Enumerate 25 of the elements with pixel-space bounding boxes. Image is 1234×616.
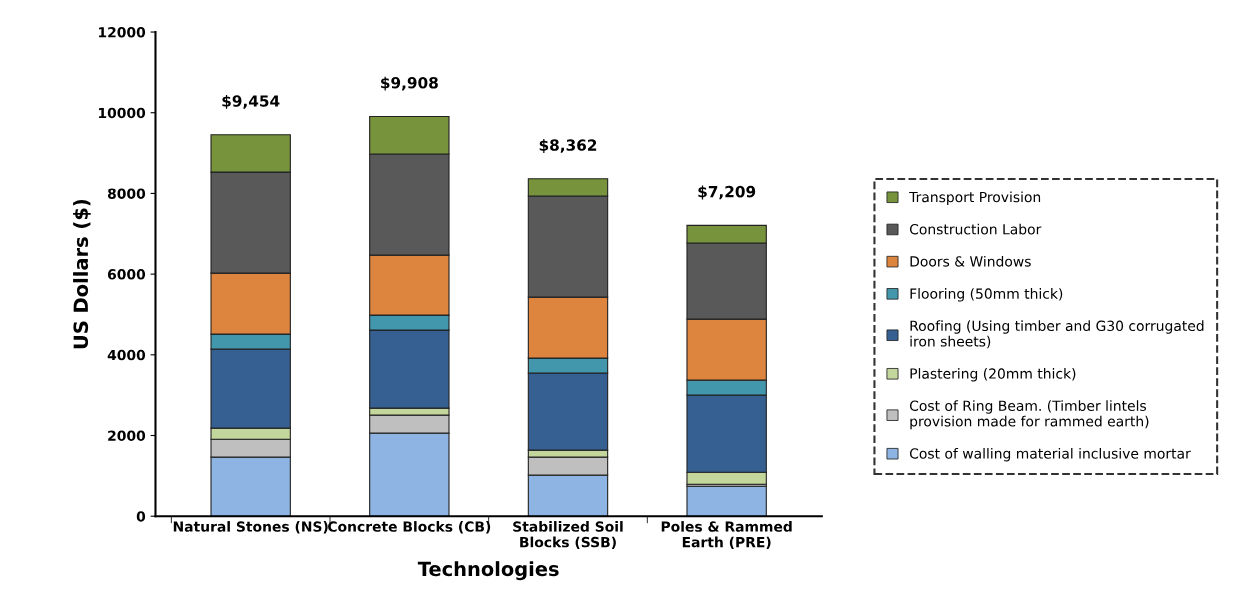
y-tick-label: 10000 (99, 107, 146, 119)
y-tick-label: 6000 (107, 269, 146, 280)
y-tick-label: 2000 (108, 430, 146, 441)
legend-label: Doors & Windows (910, 255, 1031, 267)
y-tick-label: 0 (136, 511, 146, 522)
x-tick-label: Concrete Blocks (CB) (328, 521, 491, 534)
y-axis-title: US Dollars ($) (73, 199, 91, 349)
legend-label: Construction Labor (909, 223, 1042, 235)
total-label: $8,362 (539, 139, 597, 153)
legend-label: Cost of walling material inclusive mortar (909, 447, 1191, 462)
y-tick-label: 8000 (107, 188, 146, 199)
total-label: $9,908 (381, 76, 438, 91)
legend-label: Plastering (20mm thick) (910, 368, 1076, 382)
x-tick-label: Stabilized Soil Blocks (SSB) (513, 521, 623, 550)
y-tick-label: 4000 (107, 349, 146, 361)
legend-label: Roofing (Using timber and G30 corrugated iron sheets) (910, 320, 1204, 349)
legend-label: Cost of Ring Beam. (Timber lintels provision made for rammed earth) (909, 400, 1149, 430)
legend-label: Transport Provision (909, 191, 1041, 205)
total-label: $7,209 (698, 185, 756, 200)
x-tick-label: Natural Stones (NS) (173, 521, 328, 534)
total-label: $9,454 (222, 94, 280, 109)
x-axis-title: Technologies (417, 561, 559, 581)
legend-label: Flooring (50mm thick) (910, 288, 1063, 302)
x-tick-label: Poles & Rammed Earth (PRE) (661, 521, 792, 550)
y-tick-label: 12000 (99, 27, 146, 38)
